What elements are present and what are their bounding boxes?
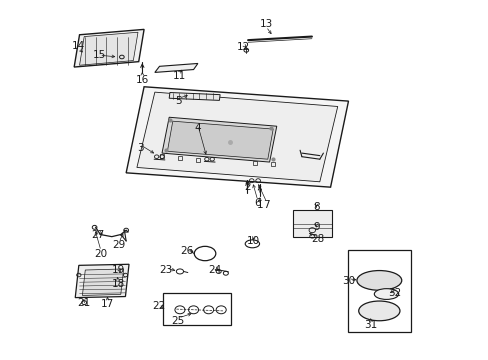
Polygon shape	[162, 117, 276, 162]
Text: 28: 28	[311, 234, 324, 244]
Text: 16: 16	[135, 75, 149, 85]
Text: 31: 31	[364, 320, 377, 330]
Polygon shape	[75, 264, 129, 298]
Text: 1: 1	[256, 200, 263, 210]
Ellipse shape	[356, 271, 401, 290]
Text: 26: 26	[180, 246, 193, 256]
Polygon shape	[82, 269, 123, 296]
Text: 14: 14	[72, 41, 85, 50]
Bar	[292, 211, 331, 237]
Text: 27: 27	[91, 230, 104, 239]
Polygon shape	[74, 30, 144, 67]
Bar	[163, 293, 230, 325]
Text: 23: 23	[160, 265, 173, 275]
Text: 3: 3	[137, 143, 143, 153]
Text: 30: 30	[341, 276, 354, 286]
Text: 17: 17	[101, 299, 114, 309]
Text: 25: 25	[171, 316, 184, 325]
Text: 12: 12	[236, 42, 249, 52]
Text: 15: 15	[92, 50, 106, 60]
Text: 11: 11	[172, 71, 185, 81]
Text: 22: 22	[152, 301, 165, 311]
Bar	[347, 250, 410, 332]
Text: 29: 29	[112, 240, 125, 250]
Polygon shape	[167, 121, 273, 159]
Text: 24: 24	[208, 265, 221, 275]
Text: 13: 13	[259, 19, 272, 29]
Text: 6: 6	[254, 198, 261, 208]
Text: 20: 20	[94, 248, 107, 258]
Polygon shape	[126, 87, 348, 187]
Text: 8: 8	[312, 202, 319, 212]
Text: 19: 19	[111, 265, 124, 275]
Text: 7: 7	[263, 200, 269, 210]
Text: 4: 4	[194, 123, 201, 133]
Polygon shape	[169, 93, 220, 100]
Text: 10: 10	[246, 236, 260, 246]
Text: 2: 2	[244, 182, 250, 192]
Text: 21: 21	[77, 298, 90, 308]
Text: 9: 9	[312, 222, 319, 231]
Polygon shape	[137, 92, 337, 182]
Text: 5: 5	[175, 96, 181, 106]
Text: 18: 18	[111, 279, 124, 289]
Text: 32: 32	[387, 288, 400, 298]
Ellipse shape	[373, 289, 398, 300]
Ellipse shape	[358, 301, 399, 321]
Polygon shape	[80, 32, 138, 65]
Polygon shape	[155, 63, 198, 72]
